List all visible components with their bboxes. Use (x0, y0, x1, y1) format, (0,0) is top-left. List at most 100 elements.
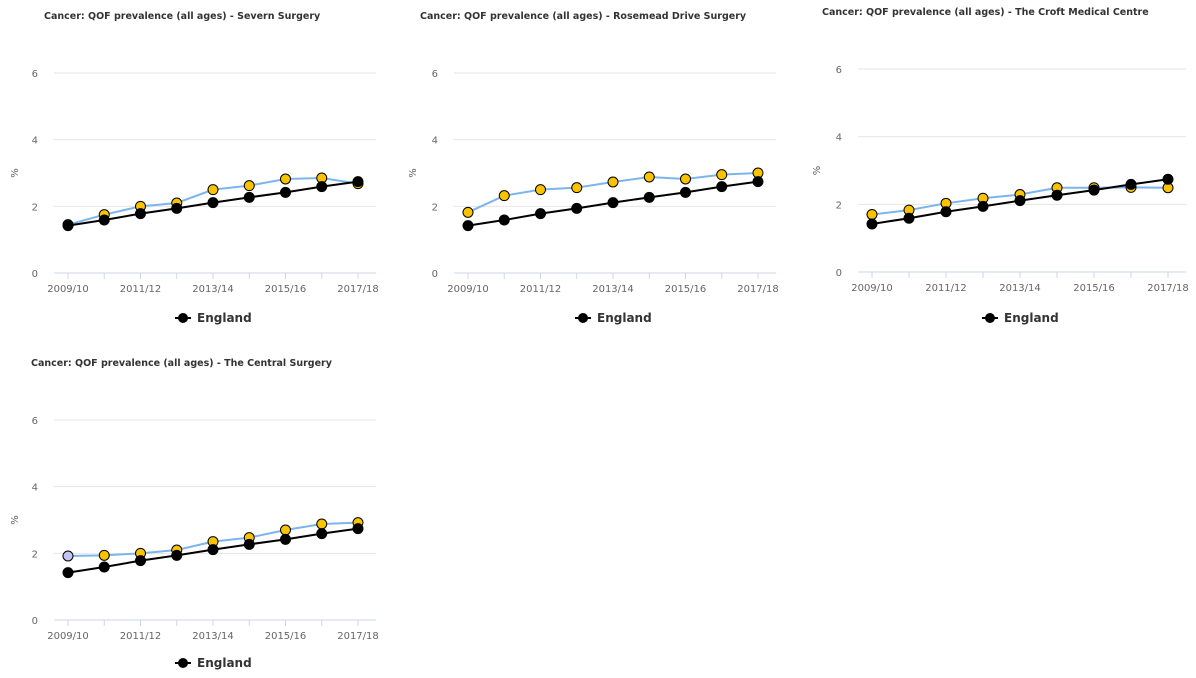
legend-label-england[interactable]: England (197, 311, 252, 325)
x-tick-label: 2015/16 (665, 284, 707, 295)
x-tick-label: 2015/16 (1073, 283, 1115, 294)
england-point[interactable] (62, 220, 74, 232)
legend-marker[interactable] (578, 313, 588, 323)
practice-point[interactable] (680, 173, 691, 185)
practice-point[interactable] (280, 524, 291, 536)
y-tick-label: 4 (32, 136, 38, 147)
x-tick-label: 2017/18 (337, 284, 379, 295)
x-tick-label: 2009/10 (47, 284, 89, 295)
practice-point[interactable] (535, 184, 546, 196)
practice-point[interactable] (207, 184, 219, 196)
y-tick-label: 6 (836, 65, 842, 76)
x-tick-label: 2009/10 (47, 631, 89, 642)
x-tick-label: 2017/18 (337, 631, 379, 642)
england-point[interactable] (135, 208, 146, 220)
y-tick-label: 6 (32, 416, 38, 427)
england-point[interactable] (752, 176, 764, 188)
england-point[interactable] (352, 176, 364, 188)
england-point[interactable] (940, 206, 952, 218)
legend-label-england[interactable]: England (1004, 311, 1059, 325)
practice-point[interactable] (98, 549, 110, 561)
england-point[interactable] (280, 186, 291, 198)
england-point[interactable] (98, 214, 110, 226)
practice-point[interactable] (243, 180, 255, 192)
y-axis-label: % (408, 168, 419, 178)
legend-marker[interactable] (985, 313, 995, 323)
legend-label-england[interactable]: England (597, 311, 652, 325)
practice-point[interactable] (607, 176, 619, 188)
england-point[interactable] (62, 567, 74, 579)
practice-point[interactable] (571, 182, 583, 194)
practice-point[interactable] (716, 169, 728, 181)
england-point[interactable] (680, 186, 691, 198)
england-point[interactable] (1051, 189, 1063, 201)
chart-panel-central: Cancer: QOF prevalence (all ages) - The … (0, 347, 398, 678)
england-point[interactable] (462, 220, 474, 232)
legend-label-england[interactable]: England (197, 656, 252, 670)
x-tick-label: 2017/18 (737, 284, 779, 295)
x-tick-label: 2011/12 (120, 284, 162, 295)
england-point[interactable] (1125, 178, 1137, 190)
england-point[interactable] (643, 191, 655, 203)
y-tick-label: 6 (32, 69, 38, 80)
england-point[interactable] (352, 523, 364, 535)
y-tick-label: 0 (32, 616, 38, 627)
y-tick-label: 4 (836, 133, 842, 144)
england-point[interactable] (1088, 184, 1100, 196)
y-tick-label: 2 (32, 549, 38, 560)
england-point[interactable] (171, 202, 183, 214)
england-point[interactable] (207, 544, 219, 556)
england-point[interactable] (98, 561, 110, 573)
practice-point[interactable] (316, 518, 328, 530)
y-tick-label: 0 (836, 268, 842, 279)
x-tick-label: 2013/14 (592, 284, 634, 295)
y-axis-label: % (10, 515, 21, 525)
practice-point[interactable] (866, 208, 878, 220)
x-tick-label: 2015/16 (265, 284, 307, 295)
england-point[interactable] (977, 200, 989, 212)
y-tick-label: 0 (432, 269, 438, 280)
england-point[interactable] (171, 549, 183, 561)
chart-svg: Cancer: QOF prevalence (all ages) - Rose… (408, 11, 779, 325)
england-point[interactable] (535, 208, 546, 220)
chart-title: Cancer: QOF prevalence (all ages) - Seve… (44, 11, 321, 22)
chart-svg: Cancer: QOF prevalence (all ages) - The … (812, 7, 1189, 325)
england-point[interactable] (243, 538, 255, 550)
england-point[interactable] (607, 197, 619, 209)
england-point[interactable] (243, 191, 255, 203)
england-point[interactable] (1014, 195, 1026, 207)
chart-panel-severn: Cancer: QOF prevalence (all ages) - Seve… (0, 0, 398, 340)
y-tick-label: 2 (432, 202, 438, 213)
x-tick-label: 2017/18 (1147, 283, 1189, 294)
y-tick-label: 2 (836, 200, 842, 211)
england-point[interactable] (866, 218, 878, 230)
england-point[interactable] (135, 555, 146, 567)
x-tick-label: 2015/16 (265, 631, 307, 642)
practice-point[interactable] (498, 190, 510, 202)
england-point[interactable] (280, 533, 291, 545)
england-point[interactable] (207, 197, 219, 209)
chart-title: Cancer: QOF prevalence (all ages) - The … (31, 358, 333, 369)
y-tick-label: 2 (32, 202, 38, 213)
legend-marker[interactable] (178, 313, 188, 323)
practice-point[interactable] (643, 171, 655, 183)
y-tick-label: 0 (32, 269, 38, 280)
england-point[interactable] (903, 212, 915, 224)
england-point[interactable] (316, 528, 328, 540)
x-tick-label: 2013/14 (192, 284, 234, 295)
practice-point[interactable] (62, 550, 74, 562)
chart-title: Cancer: QOF prevalence (all ages) - Rose… (420, 11, 747, 22)
england-point[interactable] (316, 181, 328, 193)
y-tick-label: 4 (432, 136, 438, 147)
england-point[interactable] (571, 202, 583, 214)
england-point[interactable] (1162, 173, 1174, 185)
legend-marker[interactable] (178, 658, 188, 668)
england-point[interactable] (716, 181, 728, 193)
practice-point[interactable] (462, 206, 474, 218)
practice-point[interactable] (280, 173, 291, 185)
england-point[interactable] (498, 214, 510, 226)
x-tick-label: 2013/14 (999, 283, 1041, 294)
x-tick-label: 2009/10 (851, 283, 893, 294)
x-tick-label: 2013/14 (192, 631, 234, 642)
y-tick-label: 4 (32, 483, 38, 494)
